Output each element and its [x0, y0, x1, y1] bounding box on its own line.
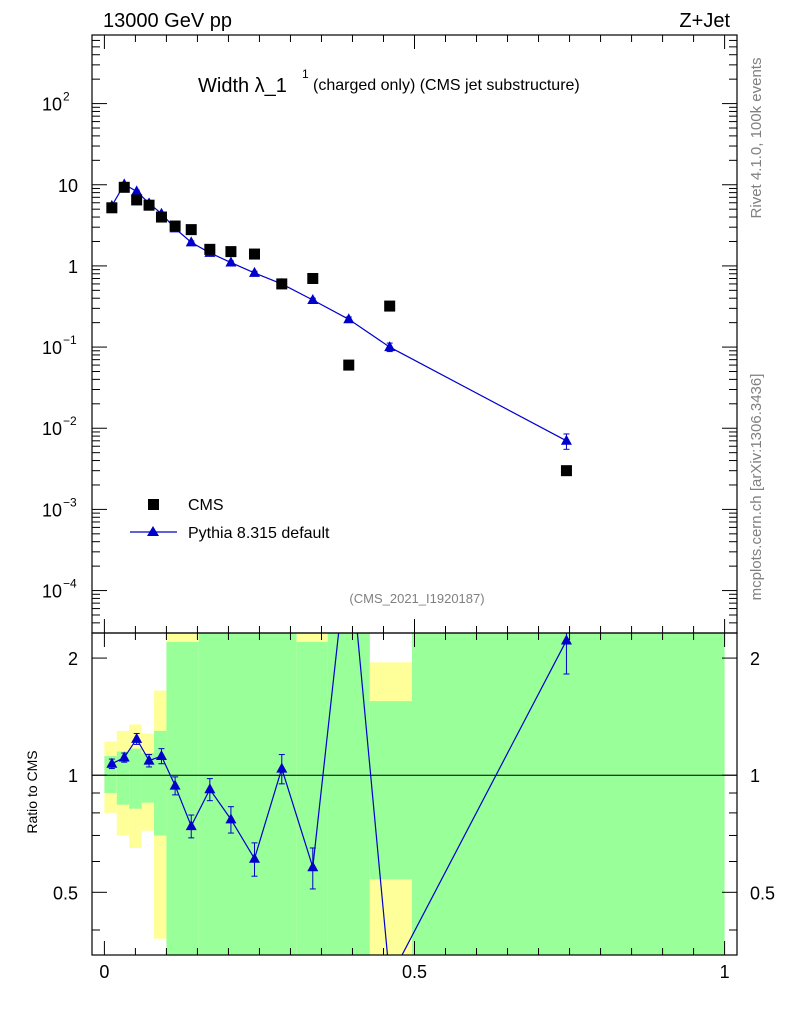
mcplots-label: mcplots.cern.ch [arXiv:1306.3436]	[748, 374, 765, 601]
ratio-y-tick-label-left: 2	[68, 649, 78, 669]
analysis-id: (CMS_2021_I1920187)	[349, 591, 484, 606]
ratio-band-green	[369, 701, 413, 880]
main-y-tick-label: 10	[42, 95, 62, 115]
ratio-point	[143, 754, 155, 765]
ratio-point	[106, 757, 118, 768]
process-label: Z+Jet	[679, 10, 730, 32]
ratio-y-tick-label-right: 2	[750, 649, 760, 669]
cms-point	[106, 202, 118, 214]
main-y-tick-exponent: −2	[63, 414, 77, 428]
ratio-point	[204, 783, 216, 794]
ratio-band-green	[166, 641, 199, 955]
ratio-y-tick-label-left: 0.5	[53, 883, 78, 903]
main-series	[106, 178, 572, 477]
pythia-point	[225, 256, 237, 267]
pythia-point	[560, 434, 572, 445]
ratio-point	[169, 779, 181, 790]
ratio-point	[118, 751, 130, 762]
ratio-band-green	[198, 633, 297, 955]
cms-point	[204, 243, 216, 255]
main-y-tick-exponent: −3	[63, 495, 77, 509]
ratio-point	[225, 813, 237, 824]
pythia-point	[131, 185, 143, 196]
plot-title-sub: (charged only) (CMS jet substructure)	[313, 77, 580, 94]
legend-pythia-label: Pythia 8.315 default	[188, 525, 330, 542]
ratio-band-green	[116, 751, 130, 805]
main-y-tick-label: 10	[58, 176, 78, 196]
ratio-point	[185, 820, 197, 831]
ratio-uncertainty-bands	[104, 633, 725, 955]
cms-point	[118, 181, 130, 193]
rivet-version-label: Rivet 4.1.0, 100k events	[748, 58, 765, 219]
main-y-tick-exponent: −1	[63, 333, 77, 347]
ratio-band-green	[129, 748, 142, 809]
ratio-series	[106, 633, 572, 955]
legend-cms-label: CMS	[188, 497, 224, 514]
ratio-band-green	[154, 730, 167, 836]
cms-point	[169, 220, 181, 232]
pythia-point	[248, 266, 260, 277]
pythia-point	[343, 313, 355, 324]
x-tick-label: 0.5	[402, 962, 427, 982]
ratio-band-green	[327, 633, 370, 955]
legend-cms-marker	[148, 499, 159, 510]
main-y-tick-label: 10	[42, 500, 62, 520]
ratio-band-green	[412, 633, 725, 955]
main-y-tick-label: 1	[68, 257, 78, 277]
cms-point	[131, 194, 143, 206]
ratio-band-green	[141, 753, 155, 803]
pythia-point	[307, 294, 319, 305]
main-panel-frame	[91, 34, 738, 634]
main-y-tick-label: 10	[42, 338, 62, 358]
x-tick-labels: 0 0.5 1	[99, 962, 729, 982]
cms-point	[343, 359, 355, 371]
ratio-y-tick-labels: 0.5 0.5 1 1 2 2	[53, 649, 775, 903]
ratio-y-tick-label-right: 1	[750, 766, 760, 786]
cms-point	[560, 465, 572, 477]
cms-point	[185, 224, 197, 236]
cms-point	[307, 272, 319, 284]
main-y-tick-label: 10	[42, 419, 62, 439]
plot-title-main: Width λ_1	[198, 75, 287, 97]
main-y-tick-label: 10	[42, 582, 62, 602]
ratio-y-axis-label: Ratio to CMS	[24, 750, 40, 833]
energy-label: 13000 GeV pp	[103, 10, 232, 32]
pythia-point	[384, 341, 396, 352]
ratio-point	[560, 634, 572, 645]
x-tick-label: 0	[99, 962, 109, 982]
plot-title-superscript: 1	[302, 67, 309, 81]
ratio-y-tick-label-left: 1	[68, 766, 78, 786]
main-y-tick-exponent: 2	[63, 90, 70, 104]
cms-point	[225, 246, 237, 258]
cms-point	[155, 211, 167, 223]
ratio-point	[248, 852, 260, 863]
ratio-point	[155, 750, 167, 761]
legend: CMS Pythia 8.315 default	[130, 497, 330, 542]
cms-point	[143, 199, 155, 211]
x-tick-label: 1	[720, 962, 730, 982]
cms-point	[248, 248, 260, 260]
ratio-band-green	[296, 641, 328, 955]
legend-pythia-marker	[147, 526, 159, 536]
ratio-axis-ticks	[92, 633, 737, 955]
main-axis-ticks	[92, 34, 737, 634]
ratio-y-tick-label-right: 0.5	[750, 883, 775, 903]
main-y-tick-exponent: −4	[63, 577, 77, 591]
cms-point	[384, 300, 396, 312]
cms-point	[276, 278, 288, 290]
ratio-point	[307, 861, 319, 872]
ratio-point	[131, 732, 143, 743]
ratio-point	[276, 762, 288, 773]
pythia-point	[185, 236, 197, 247]
